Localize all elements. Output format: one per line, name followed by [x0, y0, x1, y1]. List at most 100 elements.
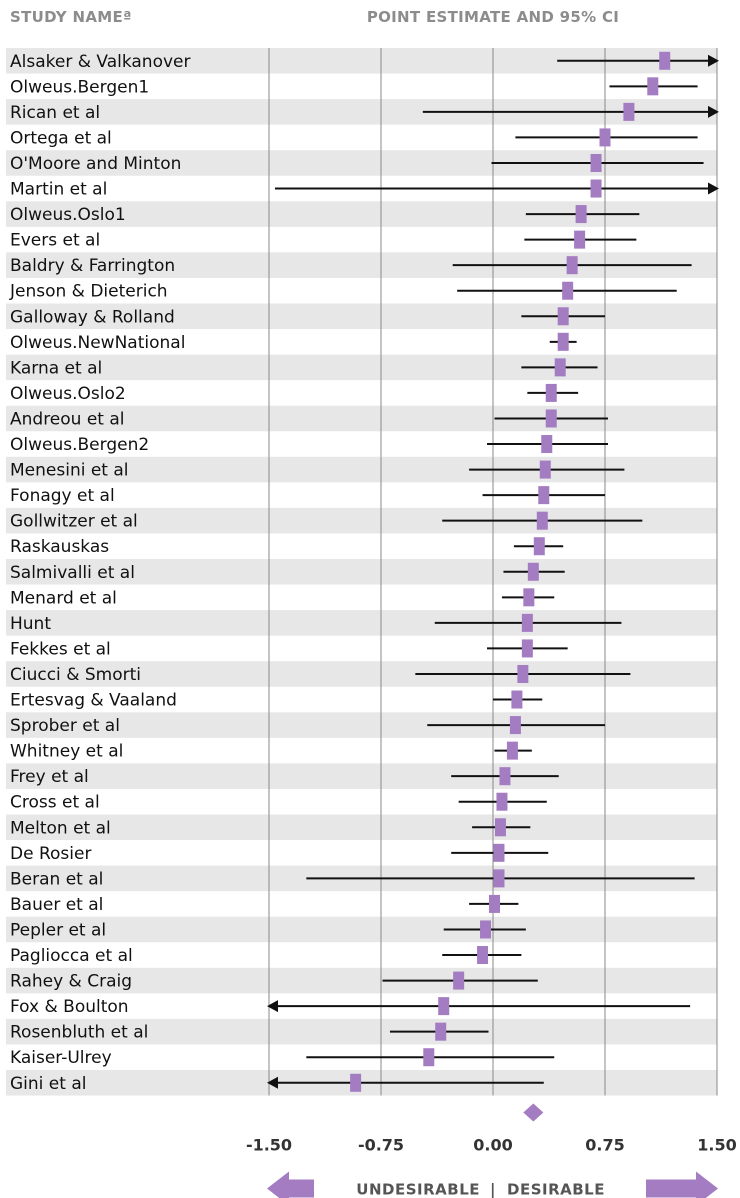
study-label: Frey et al — [10, 767, 89, 787]
point-estimate-marker — [494, 818, 506, 837]
study-label: Evers et al — [10, 231, 100, 251]
summary-diamond — [523, 1103, 544, 1122]
study-label: Rosenbluth et al — [10, 1023, 148, 1043]
point-estimate-marker — [438, 997, 450, 1016]
point-estimate-marker — [435, 1022, 447, 1041]
study-labels: Alsaker & Valkanover Olweus.Bergen1 Rican … — [9, 52, 190, 1094]
point-estimate-marker — [590, 153, 602, 172]
x-tick-label: -0.75 — [358, 1136, 404, 1155]
study-label: Olweus.Oslo1 — [10, 205, 126, 225]
point-estimate-marker — [557, 307, 569, 326]
study-label: Ciucci & Smorti — [10, 665, 141, 685]
ci-arrow-right — [708, 105, 719, 118]
point-estimate-marker — [566, 256, 578, 275]
study-label: Gini et al — [10, 1074, 86, 1094]
study-label: De Rosier — [10, 844, 91, 864]
point-estimate-marker — [480, 920, 492, 939]
point-estimate-marker — [350, 1073, 362, 1092]
point-estimate-marker — [647, 77, 659, 96]
undesirable-label: UNDESIRABLE — [356, 1181, 480, 1198]
point-estimate-marker — [545, 383, 557, 402]
study-label: Pagliocca et al — [10, 946, 133, 966]
study-name-header: STUDY NAMEª — [10, 8, 132, 26]
ci-arrow-left — [267, 1000, 278, 1013]
point-estimate-marker — [541, 435, 553, 454]
point-estimate-marker — [575, 205, 587, 224]
vertical-gridlines — [268, 48, 718, 1096]
point-estimate-marker — [477, 946, 489, 965]
study-label: Menard et al — [10, 588, 117, 608]
point-estimate-marker — [523, 588, 535, 607]
study-label: Olweus.Bergen1 — [10, 77, 149, 97]
direction-legend: UNDESIRABLE | DESIRABLE — [267, 1171, 718, 1198]
point-estimate-marker — [499, 767, 511, 786]
row-stripe — [6, 967, 717, 994]
ci-arrow-left — [267, 1076, 278, 1089]
point-estimate-marker — [521, 639, 533, 658]
point-estimate-marker — [509, 716, 521, 735]
study-label: Ortega et al — [10, 128, 112, 148]
point-estimate-marker — [539, 460, 551, 479]
ci-arrow-right — [708, 182, 719, 195]
row-stripe — [6, 916, 717, 943]
study-label: Rahey & Craig — [10, 972, 132, 992]
point-estimate-marker — [574, 230, 586, 249]
undesirable-arrow — [267, 1171, 314, 1198]
study-label: Gollwitzer et al — [10, 512, 138, 532]
point-estimate-marker — [562, 281, 574, 300]
point-estimate-marker — [521, 613, 533, 632]
point-estimate-marker — [599, 128, 611, 147]
study-label: Rican et al — [10, 103, 100, 123]
row-stripe — [6, 814, 717, 841]
point-estimate-marker — [517, 664, 529, 683]
point-estimate-marker — [423, 1048, 435, 1067]
point-estimate-marker — [453, 971, 465, 990]
study-label: Fonagy et al — [10, 486, 115, 506]
study-label: Martin et al — [10, 180, 107, 200]
x-tick-label: 1.50 — [697, 1136, 736, 1155]
study-label: Olweus.Bergen2 — [10, 435, 149, 455]
ci-arrow-right — [708, 54, 719, 67]
point-estimate-marker — [538, 486, 550, 505]
point-estimate-marker — [545, 409, 557, 428]
study-label: Galloway & Rolland — [10, 307, 175, 327]
point-estimates — [350, 51, 671, 1092]
point-estimate-marker — [623, 102, 635, 121]
summary-estimate — [523, 1103, 544, 1122]
x-tick-label: 0.00 — [473, 1136, 512, 1155]
point-estimate-marker — [557, 332, 569, 351]
desirable-label: DESIRABLE — [507, 1181, 605, 1198]
point-estimate-marker — [488, 894, 500, 913]
point-estimate-marker — [659, 51, 671, 70]
study-label: Baldry & Farrington — [10, 256, 175, 276]
point-estimate-marker — [536, 511, 548, 530]
point-estimate-marker — [511, 690, 523, 709]
study-label: O'Moore and Minton — [10, 154, 181, 174]
study-label: Melton et al — [10, 818, 111, 838]
direction-separator: | — [490, 1181, 496, 1198]
study-label: Andreou et al — [10, 409, 125, 429]
row-stripe — [6, 763, 717, 789]
point-estimate-marker — [554, 358, 566, 377]
study-label: Karna et al — [10, 358, 102, 378]
study-label: Hunt — [10, 614, 51, 634]
study-label: Ertesvag & Vaaland — [10, 691, 177, 711]
x-tick-labels: -1.50 -0.75 0.00 0.75 1.50 — [246, 1136, 737, 1155]
point-estimate-marker — [590, 179, 602, 198]
row-stripes — [6, 48, 717, 1096]
study-label: Menesini et al — [10, 461, 129, 481]
row-stripe — [6, 1018, 717, 1045]
point-estimate-marker — [493, 869, 505, 888]
row-stripe — [6, 559, 717, 585]
study-label: Olweus.NewNational — [10, 333, 185, 353]
point-estimate-marker — [496, 792, 508, 811]
study-label: Fox & Boulton — [10, 997, 129, 1017]
study-label: Jenson & Dieterich — [9, 282, 168, 302]
study-label: Sprober et al — [10, 716, 120, 736]
study-label: Cross et al — [10, 793, 100, 813]
desirable-arrow — [646, 1171, 718, 1198]
x-tick-label: 0.75 — [585, 1136, 624, 1155]
study-label: Bauer et al — [10, 895, 103, 915]
study-label: Alsaker & Valkanover — [10, 52, 190, 72]
